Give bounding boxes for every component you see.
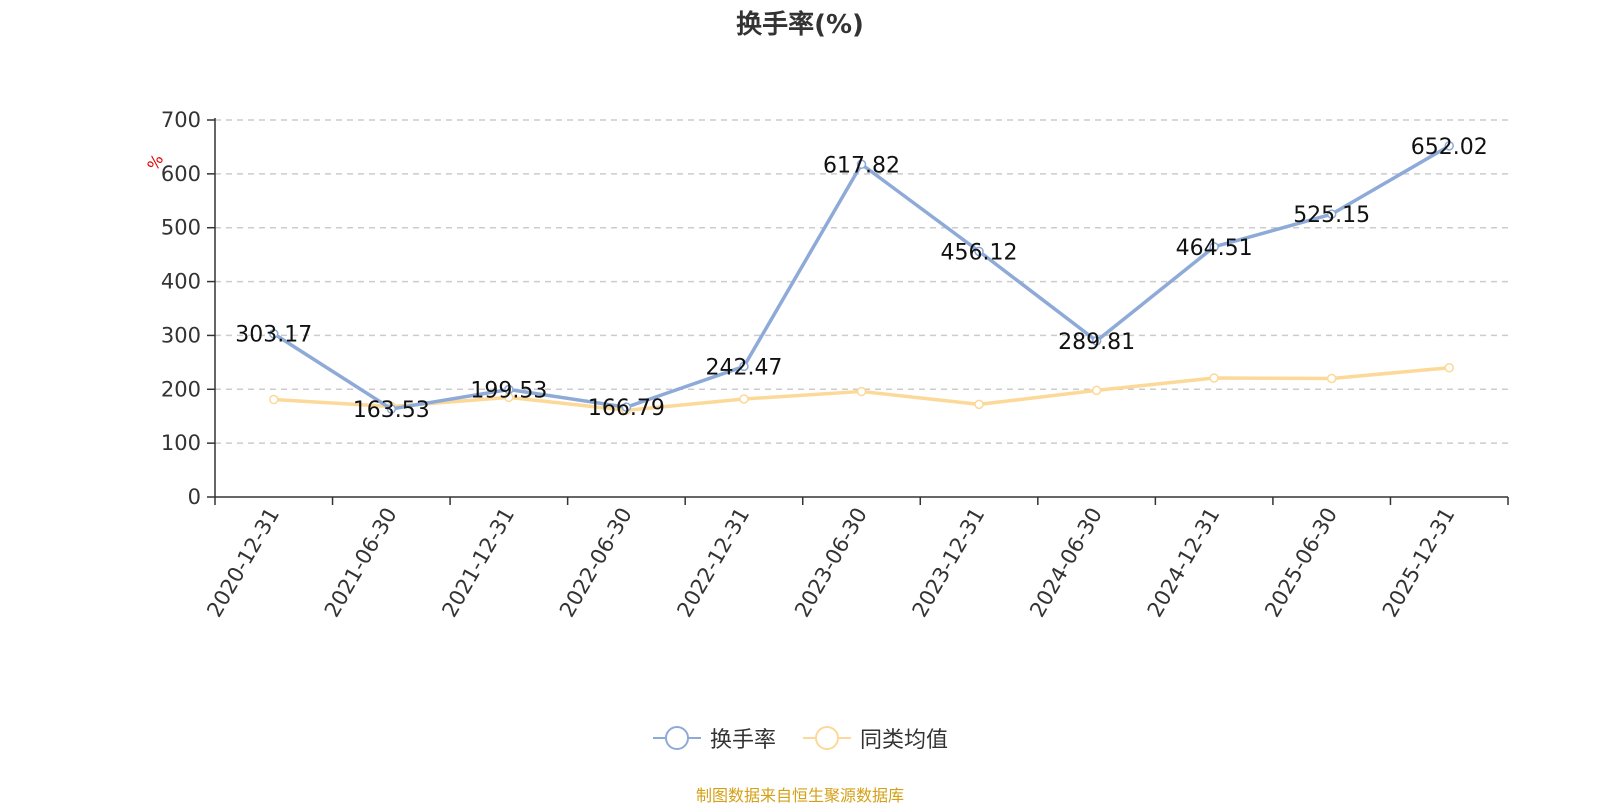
data-label: 617.82 [823, 153, 900, 178]
x-tick-label: 2023-06-30 [790, 504, 872, 622]
data-labels: 303.17 163.53 199.53 166.79 242.47 617.82 456.… [235, 135, 1487, 423]
data-label: 525.15 [1293, 203, 1370, 228]
y-tick-label: 700 [161, 108, 201, 132]
point-turnover [621, 402, 632, 412]
x-tick-label: 2025-06-30 [1260, 504, 1342, 622]
x-tick-label: 2023-12-31 [908, 504, 990, 622]
legend-marker-turnover [652, 726, 701, 750]
data-label: 199.53 [470, 379, 547, 404]
x-tick-label: 2025-12-31 [1378, 504, 1460, 622]
x-tick-label: 2021-06-30 [320, 504, 402, 622]
legend-marker-peer-average [803, 726, 851, 750]
point-turnover [1326, 209, 1337, 219]
data-label: 289.81 [1058, 330, 1135, 355]
point-peer-average [974, 399, 984, 410]
x-tick-label: 2021-12-31 [437, 504, 519, 622]
point-turnover [269, 328, 279, 339]
point-peer-average [739, 394, 749, 404]
series-line-turnover [272, 144, 1451, 411]
point-peer-average [856, 386, 867, 397]
data-label: 303.17 [235, 323, 312, 348]
data-label: 166.79 [588, 396, 665, 421]
legend: 换手率 同类均值 [0, 722, 1600, 754]
point-turnover [386, 404, 397, 414]
x-tick-label: 2024-06-30 [1025, 504, 1107, 622]
data-label: 163.53 [353, 398, 430, 423]
axes: 0 100 200 300 400 500 600 700 2020-12-31 2021-06-… [161, 108, 1509, 622]
point-turnover [856, 159, 867, 170]
point-peer-average [1209, 373, 1219, 383]
data-label: 242.47 [705, 355, 782, 380]
point-turnover [974, 246, 984, 257]
data-label: 464.51 [1176, 236, 1253, 261]
series-lines [269, 141, 1454, 416]
point-peer-average [1444, 362, 1454, 373]
legend-item-turnover[interactable]: 换手率 [652, 722, 776, 754]
x-tick-label: 2024-12-31 [1143, 504, 1225, 622]
point-turnover [739, 361, 749, 372]
point-peer-average [1091, 385, 1102, 396]
x-tick-label: 2022-12-31 [672, 504, 754, 622]
y-tick-label: 300 [161, 323, 201, 347]
y-tick-label: 100 [161, 431, 201, 455]
y-tick-label: 200 [161, 377, 201, 401]
y-tick-label: 600 [161, 162, 201, 186]
legend-label-turnover: 换手率 [709, 728, 776, 753]
point-turnover [1209, 242, 1219, 252]
data-label: 456.12 [941, 240, 1018, 265]
source-note: 制图数据来自恒生聚源数据库 [695, 786, 904, 805]
point-peer-average [1326, 373, 1337, 384]
chart-title: 换手率(%) [736, 10, 864, 40]
y-tick-label: 0 [188, 485, 201, 509]
point-turnover [1444, 141, 1454, 151]
data-label: 652.02 [1411, 135, 1488, 160]
y-tick-label: 400 [161, 270, 201, 294]
legend-item-peer-average[interactable]: 同类均值 [802, 722, 948, 754]
point-peer-average [269, 394, 279, 405]
point-turnover [1091, 336, 1102, 346]
x-tick-label: 2022-06-30 [555, 504, 637, 622]
y-tick-label: 500 [161, 216, 201, 240]
point-turnover [504, 384, 514, 395]
legend-label-peer-average: 同类均值 [860, 728, 949, 753]
x-tick-label: 2020-12-31 [202, 504, 284, 622]
